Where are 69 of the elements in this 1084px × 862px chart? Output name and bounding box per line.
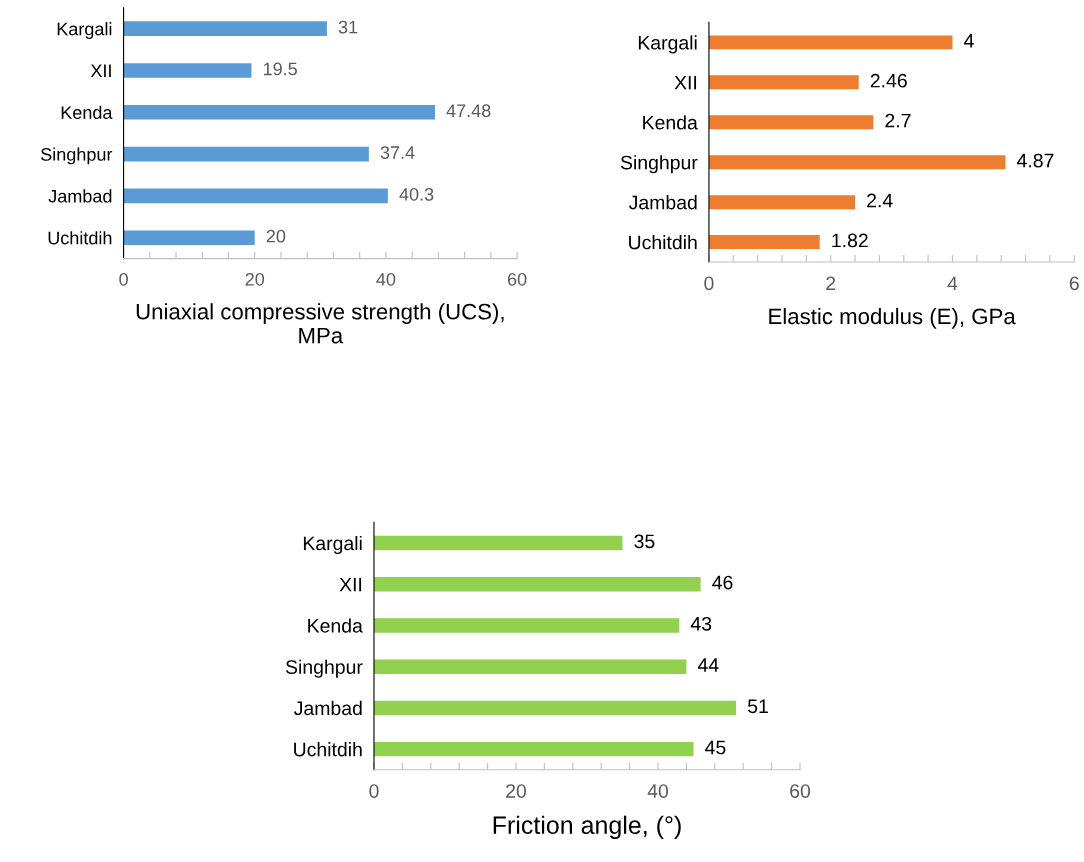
bar	[123, 230, 255, 246]
bar	[373, 577, 701, 592]
bar	[123, 104, 435, 120]
x-tick-label: 40	[647, 784, 669, 798]
data-label: 51	[747, 699, 768, 714]
data-label: 4	[964, 34, 974, 48]
data-label: 19.5	[263, 62, 297, 76]
y-tick-label: Kargali	[57, 22, 112, 39]
data-label: 43	[690, 616, 712, 631]
data-label: 20	[266, 229, 286, 243]
data-label: 2.7	[885, 113, 911, 128]
x-tick-label: 60	[507, 272, 527, 286]
y-tick-label: Singhpur	[285, 659, 363, 678]
bar	[373, 535, 623, 551]
x-tick-label: 6	[1069, 276, 1079, 291]
bar	[123, 146, 369, 162]
x-tick-label: 2	[826, 276, 836, 291]
data-label: 1.82	[832, 233, 868, 248]
bar	[123, 63, 252, 78]
bar	[373, 700, 737, 716]
bar	[373, 618, 680, 633]
data-label: 31	[338, 20, 358, 34]
y-tick-label: XII	[339, 577, 362, 592]
data-label: 2.4	[867, 193, 893, 208]
bar	[708, 235, 820, 250]
x-tick-label: 4	[947, 276, 958, 291]
x-tick-label: 0	[369, 784, 379, 798]
y-tick-label: Kenda	[61, 105, 113, 119]
x-tick-label: 40	[376, 272, 396, 286]
x-tick-label: 0	[119, 272, 128, 286]
data-label: 2.46	[870, 73, 907, 88]
data-label: 4.87	[1017, 153, 1054, 168]
bar	[123, 188, 388, 204]
y-tick-label: Kargali	[638, 35, 697, 54]
bar	[708, 35, 953, 50]
data-label: 44	[697, 658, 719, 672]
y-tick-label: Kenda	[308, 618, 363, 633]
bar	[708, 195, 856, 210]
y-tick-label: Jambad	[628, 195, 697, 210]
x-axis-title: Elastic modulus (E), GPa	[769, 307, 1016, 329]
bar	[123, 21, 327, 36]
y-tick-label: Jambad	[48, 189, 112, 203]
bar	[708, 75, 859, 90]
data-label: 46	[712, 575, 733, 590]
x-tick-label: 60	[790, 784, 811, 798]
y-tick-label: Uchitdih	[294, 742, 362, 757]
data-label: 45	[705, 740, 726, 755]
bar	[708, 155, 1006, 170]
data-label: 40.3	[399, 187, 434, 201]
y-tick-label: XII	[674, 75, 697, 90]
y-tick-label: Singhpur	[620, 155, 698, 174]
y-tick-label: Uchitdih	[629, 235, 697, 250]
y-tick-label: Kenda	[643, 115, 698, 130]
data-label: 37.4	[380, 146, 415, 159]
y-tick-label: Singhpur	[41, 147, 113, 165]
x-axis-title: Uniaxial compressive strength (UCS), MPa	[136, 303, 504, 344]
x-tick-label: 0	[704, 276, 714, 291]
data-label: 47.48	[446, 104, 491, 118]
x-tick-label: 20	[245, 272, 265, 286]
y-tick-label: Jambad	[294, 700, 362, 716]
y-tick-label: XII	[90, 64, 111, 78]
bar	[373, 659, 687, 674]
bar	[373, 741, 694, 757]
y-tick-label: Kargali	[303, 535, 362, 555]
y-tick-label: Uchitdih	[48, 231, 112, 245]
bar	[708, 115, 874, 130]
x-tick-label: 20	[506, 784, 527, 798]
data-label: 35	[634, 534, 655, 549]
x-axis-title: Friction angle, (°)	[493, 815, 681, 839]
